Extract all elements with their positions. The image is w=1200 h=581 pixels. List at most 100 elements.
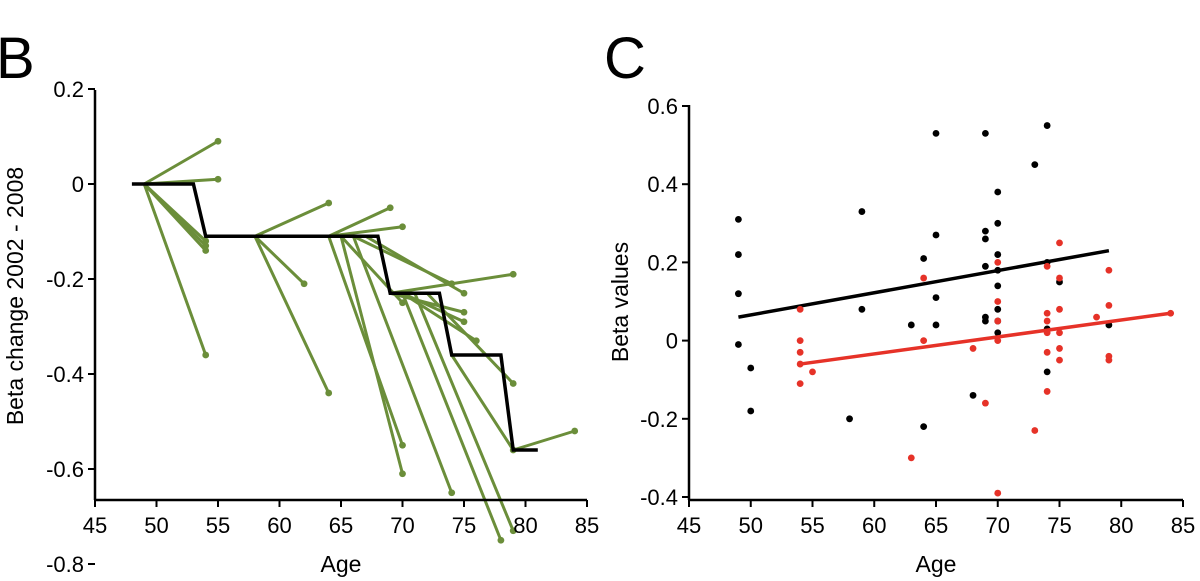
individual-change-point [325, 199, 333, 207]
black-series-point [932, 321, 940, 329]
panel-b-0-x-tick-label: 60 [267, 513, 291, 538]
panel-b-0-y-tick-label: 0 [72, 172, 84, 197]
panel-b-0-x-tick-label: 65 [329, 513, 353, 538]
black-series-point [735, 290, 742, 298]
panel-c-1-x-tick-label: 45 [677, 513, 701, 538]
individual-change-line [142, 139, 220, 186]
panel-c-letter: C [604, 26, 646, 91]
panel-b-0-x-tick-label: 85 [575, 513, 599, 538]
red-series-point [1056, 356, 1063, 364]
black-series-point [969, 391, 977, 399]
red-series-point [1043, 262, 1051, 270]
individual-change-point [202, 247, 210, 254]
red-series-point [994, 298, 1002, 305]
red-series-point [994, 259, 1002, 266]
red-series-point [920, 274, 928, 282]
individual-change-point [509, 527, 517, 535]
panel-c-plot [735, 122, 1175, 497]
individual-change-point [571, 427, 579, 435]
panel-c-ticks: 45 50 55 60 65 70 75 80 85 0.6 0.4 0.2 0 -0.2 -0.4 [640, 94, 1195, 538]
red-series-point [982, 399, 989, 407]
panel-b-letter: B [0, 26, 35, 91]
black-series-point [858, 208, 866, 215]
panel-b-0-y-tick-label: -0.4 [46, 362, 84, 387]
individual-change-line [388, 272, 515, 295]
individual-change-line [413, 291, 515, 533]
red-series-point [1093, 313, 1100, 321]
panel-b-0-y-tick-label: -0.6 [46, 457, 84, 482]
group-mean-step-line [131, 182, 538, 452]
panel-b-y-axis-title: Beta change 2002 - 2008 [2, 167, 28, 425]
panel-b-0-y-tick-label: -0.2 [46, 267, 84, 292]
panel-c-1-y-tick-label: 0.2 [647, 250, 678, 275]
panel-c-1-x-tick-label: 50 [739, 513, 763, 538]
red-series-point [796, 337, 804, 344]
individual-change-line [511, 429, 577, 452]
black-series-point [982, 262, 989, 270]
panel-c-1-y-tick-label: -0.2 [640, 407, 678, 432]
black-series-point [920, 255, 928, 262]
black-series-point [932, 294, 940, 301]
individual-change-point [214, 175, 222, 183]
black-series-point [735, 341, 742, 348]
black-series-point [994, 219, 1002, 227]
black-series-point [982, 235, 989, 243]
black-series-point [735, 251, 742, 258]
individual-change-line [142, 182, 208, 357]
panel-c-1-x-tick-label: 60 [862, 513, 886, 538]
individual-change-line [327, 206, 392, 238]
red-series-point [1043, 317, 1051, 325]
individual-change-line [339, 234, 404, 476]
individual-change-point [497, 536, 505, 544]
black-series-point [920, 423, 928, 431]
individual-change-line [401, 291, 466, 324]
individual-change-point [202, 237, 210, 245]
individual-change-line [401, 291, 503, 542]
red-series-point [1043, 309, 1051, 317]
panel-c-1-x-tick-label: 55 [800, 513, 824, 538]
black-series-point [994, 305, 1002, 313]
black-series-point [994, 188, 1002, 196]
panel-c-1-x-tick-label: 65 [924, 513, 948, 538]
panel-c-1-y-tick-label: 0.4 [647, 172, 678, 197]
panel-c-1-x-tick-label: 75 [1047, 513, 1071, 538]
individual-change-line [253, 234, 306, 286]
red-series-point [809, 368, 816, 376]
panel-c-1-y-tick-label: 0 [666, 329, 678, 354]
individual-change-line [327, 234, 404, 447]
red-series-point [994, 489, 1002, 497]
panel-b-x-axis-title: Age [321, 551, 362, 577]
black-series-point [907, 321, 915, 329]
black-series-point [932, 129, 940, 137]
panel-c-y-axis-title: Beta values [607, 242, 633, 362]
red-series-point [969, 345, 977, 352]
black-series-point [982, 317, 989, 325]
panel-c-1-y-tick-label: -0.4 [640, 485, 678, 510]
red-series-point [796, 380, 804, 388]
red-series-point [1043, 388, 1051, 395]
panel-c-1-y-tick-label: 0.6 [647, 94, 678, 119]
individual-change-point [460, 308, 468, 316]
black-series-point [1043, 368, 1051, 376]
black-series-point [994, 329, 1002, 337]
black-series-point [846, 415, 853, 423]
red-series-point [1031, 427, 1039, 434]
individual-change-line [253, 201, 331, 238]
red-series-point [1043, 348, 1051, 356]
black-series-point [982, 129, 989, 137]
red-series-point [920, 337, 928, 344]
panel-b-0-x-tick-label: 45 [83, 513, 107, 538]
panel-b: B 45 50 55 60 65 70 75 80 85 0.2 0 -0.2 -0.4 -0.6 -0.8… [0, 26, 599, 577]
panel-c-1-x-tick-label: 85 [1171, 513, 1195, 538]
individual-change-point [214, 137, 222, 145]
red-series-point [1105, 356, 1113, 364]
panel-b-0-x-tick-label: 55 [206, 513, 230, 538]
individual-change-line [450, 353, 515, 452]
red-series-point [796, 348, 804, 356]
black-series-point [994, 282, 1002, 290]
panel-c: C 45 50 55 60 65 70 75 80 85 0.6 0.4 0.2 0 -0.2 -0.4 A… [604, 26, 1195, 577]
panel-b-0-x-tick-label: 70 [390, 513, 414, 538]
panel-b-0-x-tick-label: 50 [144, 513, 168, 538]
panel-c-x-axis-title: Age [916, 551, 957, 577]
